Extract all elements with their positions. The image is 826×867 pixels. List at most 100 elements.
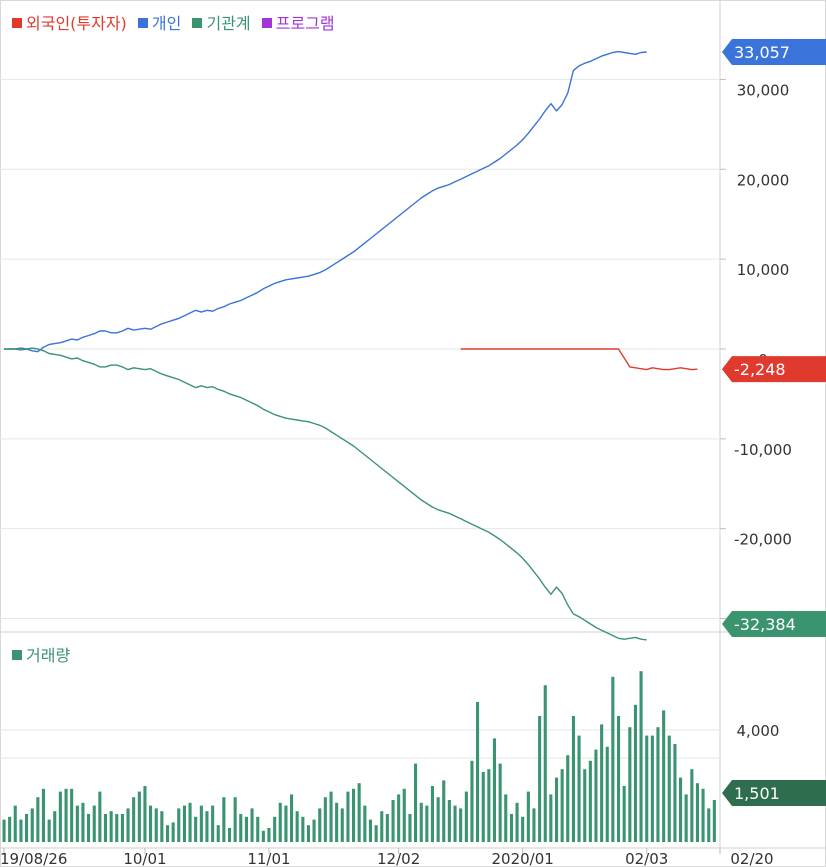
volume-bar xyxy=(577,735,581,842)
volume-bar xyxy=(295,811,299,842)
volume-bar xyxy=(36,797,40,842)
legend-swatch xyxy=(192,18,203,28)
volume-bar xyxy=(8,816,12,842)
series-line xyxy=(4,347,647,641)
volume-bar xyxy=(408,814,412,842)
legend-swatch xyxy=(12,18,22,28)
volume-bar xyxy=(712,800,716,842)
volume-bar xyxy=(662,710,666,842)
last-value-badge xyxy=(722,38,826,65)
volume-bar xyxy=(498,763,502,842)
volume-bar xyxy=(109,811,113,842)
volume-bar xyxy=(476,702,480,842)
volume-bar xyxy=(588,760,592,842)
x-tick-label: 02/20 xyxy=(730,850,773,867)
volume-legend: 거래량 xyxy=(12,642,70,666)
last-value-text: -32,384 xyxy=(734,615,796,634)
volume-bar xyxy=(41,788,45,842)
volume-bar xyxy=(622,786,626,842)
volume-bar xyxy=(2,819,6,842)
volume-bar xyxy=(526,791,530,842)
volume-bar xyxy=(504,794,508,842)
last-value-text: -2,248 xyxy=(734,360,786,379)
investor-lines xyxy=(4,50,698,641)
legend-item-program[interactable]: 프로그램 xyxy=(261,14,335,33)
volume-bar xyxy=(532,808,536,842)
volume-bar xyxy=(656,727,660,842)
legend-item-individual[interactable]: 개인 xyxy=(137,14,182,33)
volume-bar xyxy=(160,811,164,842)
volume-bar xyxy=(154,808,158,842)
volume-bar xyxy=(171,822,175,842)
volume-bar xyxy=(120,814,124,842)
last-value-badge xyxy=(722,779,826,806)
volume-bar xyxy=(222,797,226,842)
volume-bar xyxy=(13,805,17,842)
volume-bar xyxy=(600,724,604,842)
volume-bar xyxy=(397,794,401,842)
volume-bar xyxy=(47,819,51,842)
legend: 외국인(투자자) 개인 기관계 프로그램 xyxy=(12,10,341,34)
volume-bar xyxy=(368,819,372,842)
last-value-tag: 33,057 xyxy=(722,38,826,65)
volume-bar xyxy=(549,794,553,842)
volume-bar xyxy=(543,685,547,842)
volume-bar xyxy=(374,825,378,842)
volume-bar xyxy=(492,738,496,842)
volume-bar xyxy=(701,788,705,842)
volume-bar xyxy=(645,735,649,842)
last-value-labels: 33,057 -32,384 -2,248 1,501 xyxy=(722,38,826,806)
volume-bar xyxy=(199,805,203,842)
volume-bar xyxy=(340,808,344,842)
volume-bar xyxy=(650,735,654,842)
volume-bar xyxy=(583,769,587,842)
volume-bar xyxy=(323,797,327,842)
x-axis: 19/08/26 10/01 11/01 12/02 2020/01 02/03 02/20 xyxy=(0,848,774,867)
volume-bar xyxy=(87,814,91,842)
volume-bar xyxy=(481,772,485,842)
volume-bar xyxy=(594,749,598,842)
volume-bar xyxy=(470,760,474,842)
volume-bar xyxy=(256,816,260,842)
legend-label: 개인 xyxy=(151,14,182,33)
y-tick-label: -20,000 xyxy=(734,531,792,549)
volume-bar xyxy=(667,735,671,842)
last-value-tag: -32,384 xyxy=(722,611,826,637)
series-line xyxy=(4,50,647,353)
volume-bar xyxy=(75,805,79,842)
volume-bar xyxy=(436,797,440,842)
volume-bar xyxy=(684,794,688,842)
volume-bar xyxy=(25,814,29,842)
volume-bar xyxy=(566,755,570,842)
volume-bar xyxy=(425,805,429,842)
volume-bar xyxy=(515,802,519,842)
volume-bar xyxy=(250,808,254,842)
legend-item-institution[interactable]: 기관계 xyxy=(192,14,251,33)
volume-bar xyxy=(301,816,305,842)
volume-bar xyxy=(267,828,271,842)
volume-bar xyxy=(149,805,153,842)
volume-bar xyxy=(611,676,615,842)
y-tick-label: 4,000 xyxy=(737,722,780,740)
volume-bar xyxy=(194,816,198,842)
volume-bar xyxy=(284,805,288,842)
volume-bar xyxy=(357,783,361,842)
x-tick-label: 10/01 xyxy=(123,850,166,867)
volume-bar xyxy=(233,797,237,842)
y-tick-label: 10,000 xyxy=(737,261,790,279)
x-tick-label: 2020/01 xyxy=(492,850,554,867)
volume-bar xyxy=(673,744,677,842)
volume-bar xyxy=(132,797,136,842)
volume-bar xyxy=(346,791,350,842)
volume-bar xyxy=(126,808,130,842)
y-tick-label: 30,000 xyxy=(737,81,790,99)
x-tick-label: 02/03 xyxy=(625,850,668,867)
legend-item-foreign[interactable]: 외국인(투자자) xyxy=(12,14,127,33)
volume-bar xyxy=(538,716,542,842)
volume-bar xyxy=(19,819,23,842)
volume-bar xyxy=(137,791,141,842)
volume-bar xyxy=(273,816,277,842)
volume-bar xyxy=(695,783,699,842)
volume-bar xyxy=(402,788,406,842)
